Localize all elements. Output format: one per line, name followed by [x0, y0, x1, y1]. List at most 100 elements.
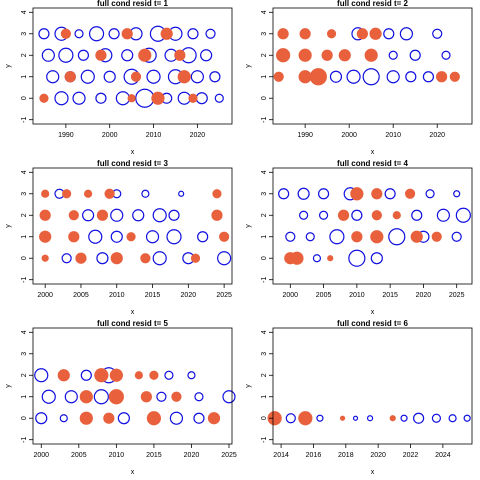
bubble	[84, 189, 93, 198]
y-axis-label: y	[245, 224, 252, 228]
x-tick-label: 2020	[370, 452, 386, 459]
y-tick-label: 4	[21, 10, 28, 14]
x-tick-label: 2020	[184, 452, 200, 459]
bubble	[425, 189, 435, 199]
bubble	[41, 189, 50, 198]
bubble	[399, 27, 414, 41]
panel: full cond resid t= 1 1990 2000 2010 2020 -1 0 1…	[5, 0, 233, 156]
y-axis-label: y	[5, 384, 12, 388]
bubble	[362, 68, 380, 86]
bubble	[82, 209, 95, 222]
bubble	[94, 368, 109, 383]
y-tick-label: 4	[261, 10, 268, 14]
panel: full cond resid t= 2 1990 2000 2010 2020 -1 0 1…	[245, 0, 473, 156]
bubble	[350, 187, 364, 201]
bubble	[62, 189, 72, 199]
bubble	[209, 71, 221, 83]
plot-frame	[272, 327, 473, 445]
bubble	[169, 411, 184, 425]
x-axis-label: x	[131, 309, 135, 316]
bubble	[329, 229, 345, 245]
panel-title: full cond resid t= 4	[337, 159, 408, 168]
bubble	[431, 413, 442, 423]
bubble	[299, 210, 309, 220]
bubble	[187, 371, 196, 380]
bubble	[318, 210, 329, 220]
bubble	[140, 391, 152, 403]
bubble	[152, 208, 167, 223]
bubble	[453, 190, 461, 198]
x-tick-label: 2005	[71, 452, 87, 459]
panel-title: full cond resid t= 2	[337, 0, 408, 8]
x-tick-label: 2018	[338, 452, 354, 459]
x-tick-label: 2010	[109, 452, 125, 459]
x-tick-label: 2010	[109, 292, 125, 299]
bubble	[190, 70, 204, 84]
bubble	[135, 88, 155, 108]
y-tick-label: 0	[261, 96, 268, 100]
bubble	[166, 229, 182, 245]
x-tick-label: 2000	[37, 292, 53, 299]
bubble	[400, 414, 408, 422]
x-tick-label: 2014	[273, 452, 289, 459]
y-axis-label: y	[245, 64, 252, 68]
bubble	[61, 253, 72, 264]
bubble	[121, 49, 134, 62]
bubble	[386, 70, 400, 84]
bubble	[156, 391, 167, 402]
bubble	[392, 211, 401, 220]
y-tick-label: -1	[21, 436, 28, 442]
panel-title: full cond resid t= 1	[97, 0, 168, 8]
bubble	[451, 231, 462, 242]
y-tick-label: 4	[21, 170, 28, 174]
bubble	[305, 232, 315, 242]
bubble	[145, 230, 160, 244]
bubble	[298, 411, 313, 426]
x-tick-label: 2025	[449, 292, 465, 299]
plot-frame	[32, 327, 233, 445]
bubble	[285, 413, 296, 424]
y-tick-label: 3	[261, 32, 268, 36]
y-axis-label: y	[5, 224, 12, 228]
bubble	[205, 28, 216, 39]
y-tick-label: 2	[21, 53, 28, 57]
y-tick-label: 4	[261, 330, 268, 334]
bubble	[193, 412, 205, 424]
bubble	[174, 49, 186, 61]
bubble	[369, 27, 382, 40]
bubble	[449, 71, 460, 82]
bubble	[410, 230, 423, 243]
bubble	[88, 26, 105, 42]
x-tick-label: 2022	[403, 452, 419, 459]
bubble	[60, 28, 71, 39]
bubble	[104, 188, 115, 199]
bubble	[370, 230, 384, 244]
y-tick-label: 0	[261, 416, 268, 420]
bubble	[160, 27, 173, 40]
y-tick-label: 1	[261, 395, 268, 399]
plot-frame	[32, 7, 233, 125]
x-tick-label: 2010	[385, 132, 401, 139]
bubble	[57, 369, 70, 382]
bubble	[329, 70, 343, 83]
bubble	[211, 209, 223, 221]
y-axis-label: y	[245, 384, 252, 388]
x-axis-label: x	[131, 149, 135, 156]
bubble	[95, 92, 107, 104]
y-tick-label: 3	[261, 352, 268, 356]
bubble	[41, 254, 49, 262]
bubble	[351, 231, 363, 243]
bubble	[431, 231, 442, 242]
bubble	[110, 230, 123, 243]
y-tick-label: -1	[21, 116, 28, 122]
y-tick-label: 2	[261, 373, 268, 377]
bubble	[441, 50, 451, 60]
bubble	[337, 209, 350, 221]
x-tick-label: 2015	[382, 292, 398, 299]
bubble	[222, 390, 236, 404]
bubble	[364, 48, 378, 62]
bubble	[127, 94, 136, 103]
bubble	[64, 390, 78, 404]
